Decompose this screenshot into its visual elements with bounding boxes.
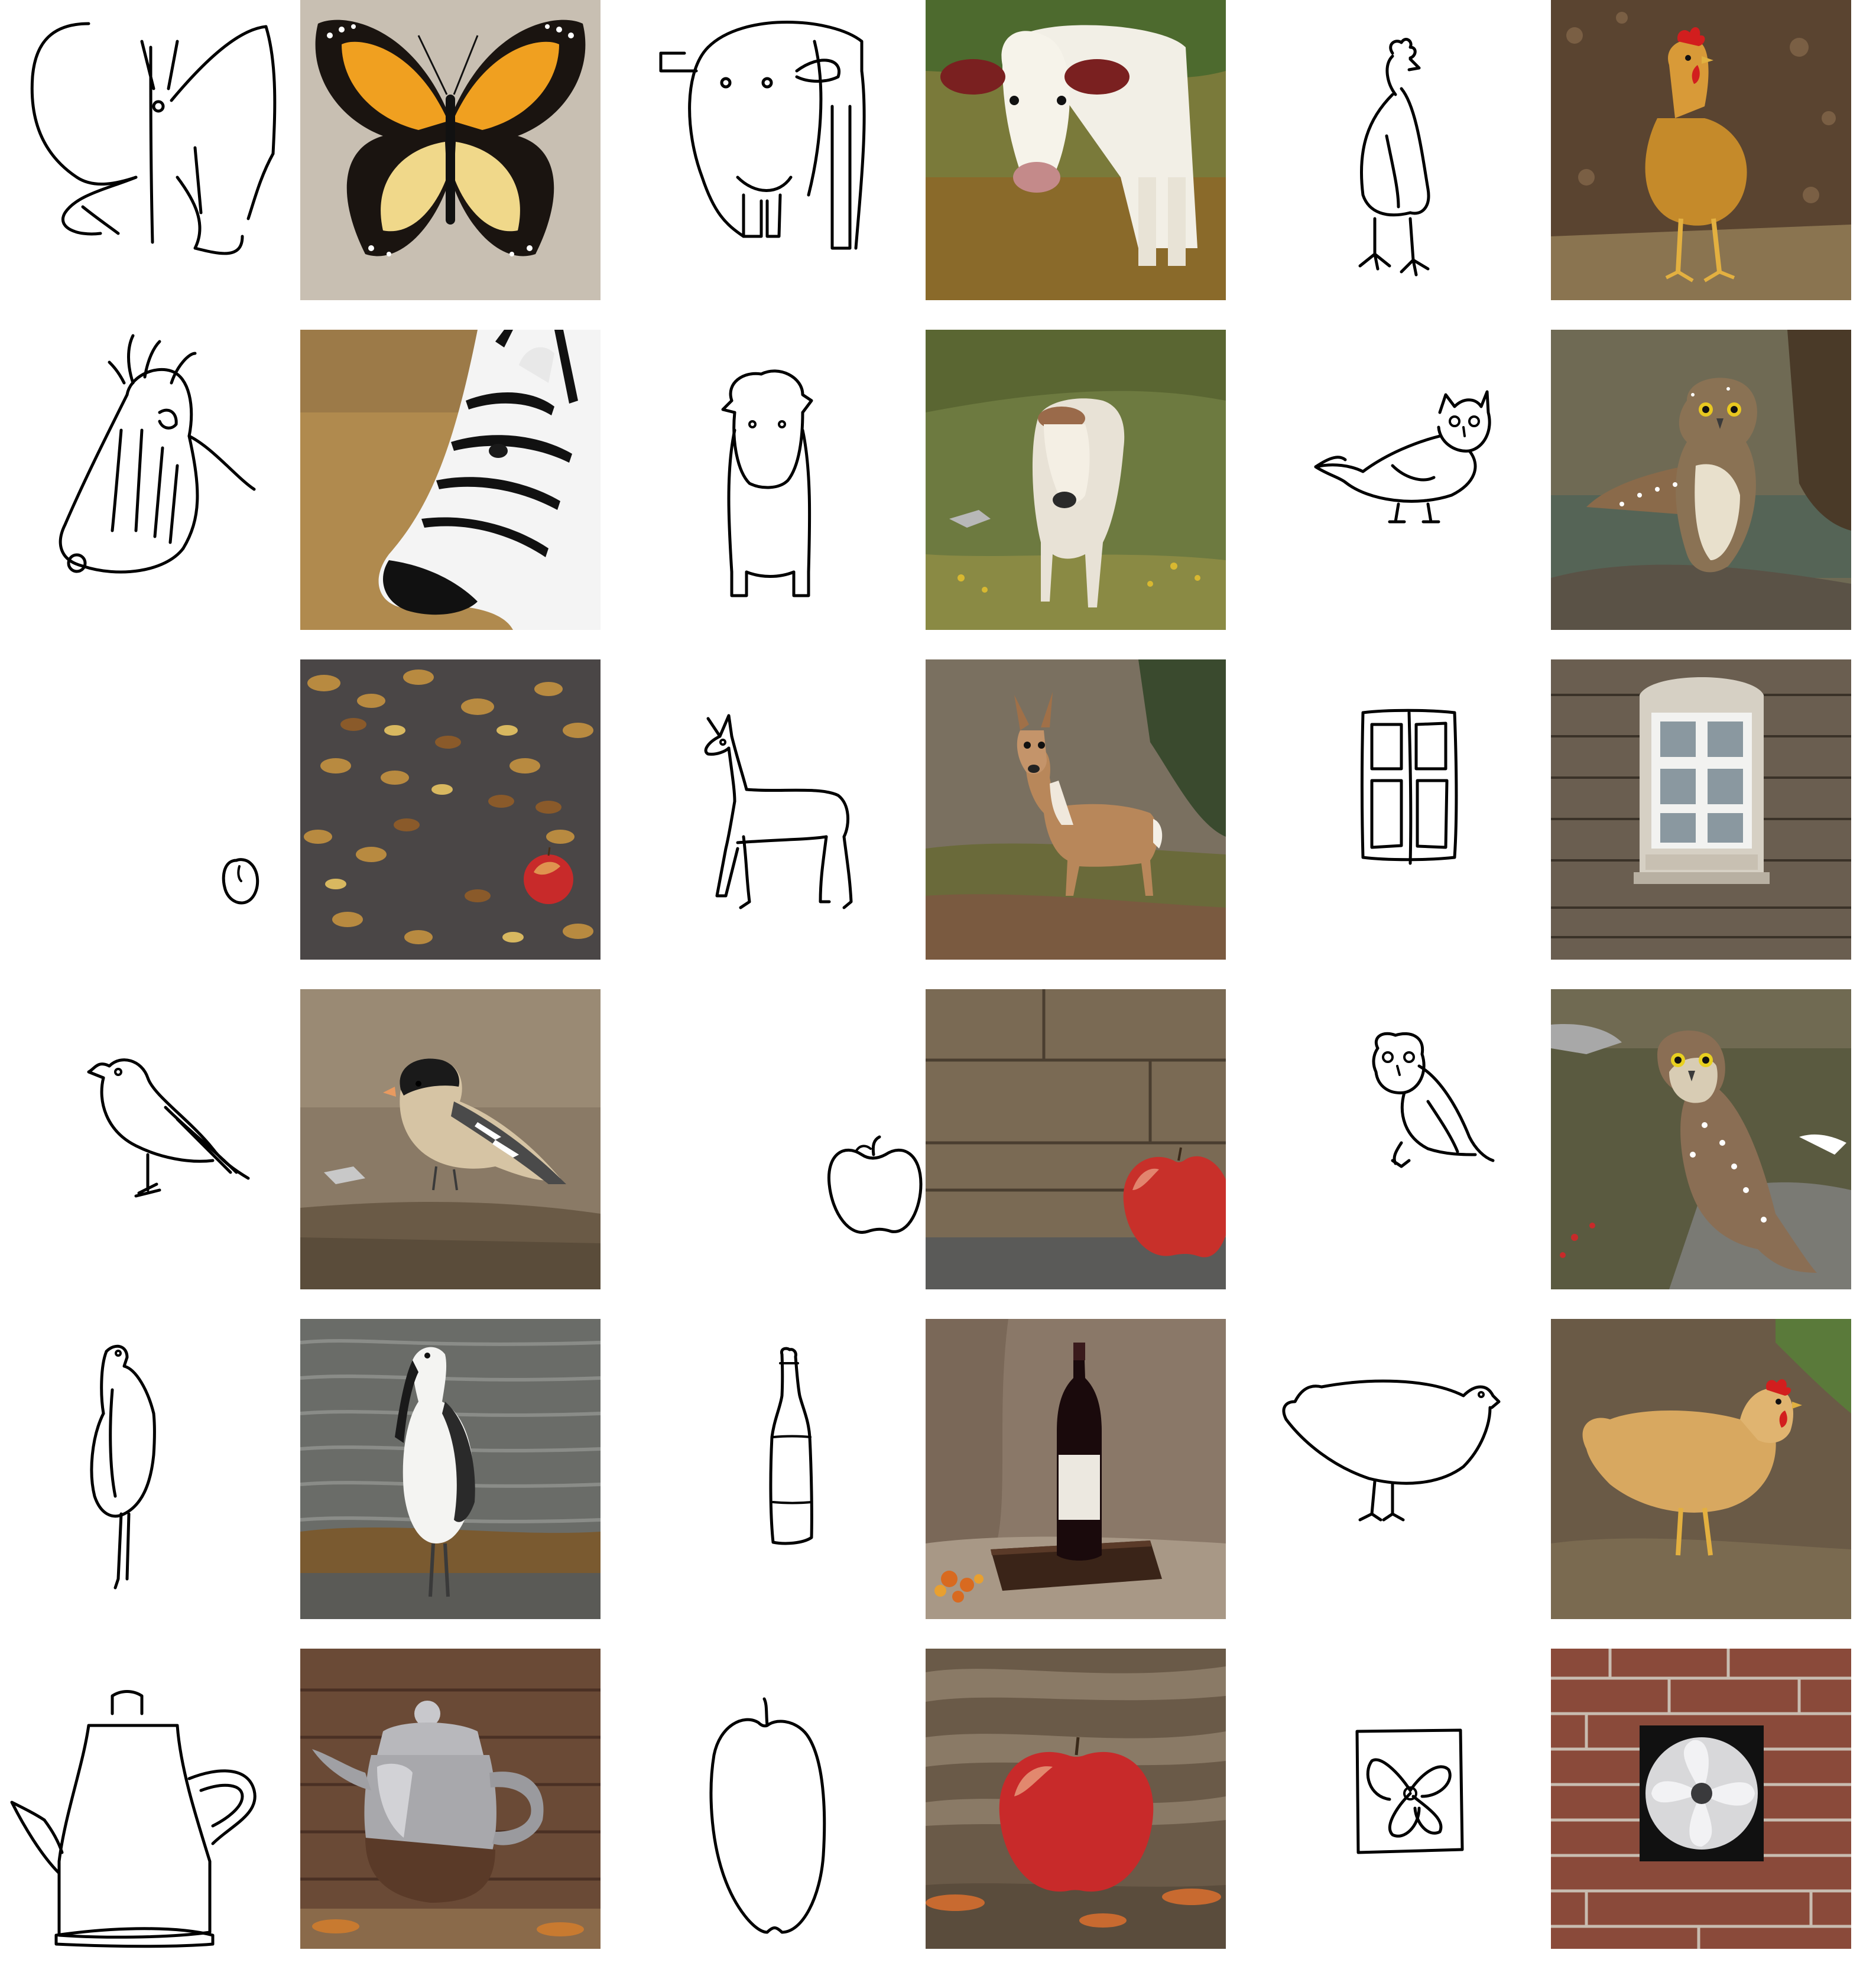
teapot-sketch	[0, 1649, 300, 1949]
butterfly-sketch	[0, 0, 300, 300]
fan-sketch	[1251, 1649, 1551, 1949]
bird-sketch	[0, 989, 300, 1289]
chicken-sketch	[1251, 1319, 1551, 1619]
owl-by-stream-photo	[1551, 989, 1851, 1289]
cow-photo	[926, 0, 1226, 300]
rooster-photo	[1551, 0, 1851, 300]
cow-on-hill-photo	[926, 330, 1226, 630]
cow-head-sketch	[625, 0, 926, 300]
zebra-head-sketch	[0, 330, 300, 630]
apple-sketch	[625, 989, 926, 1289]
hen-photo	[1551, 1319, 1851, 1619]
zebra-photo	[300, 330, 601, 630]
apple-on-leaves-photo	[926, 1649, 1226, 1949]
monarch-butterfly-photo	[300, 0, 601, 300]
stone-window-photo	[1551, 659, 1851, 960]
cow-front-sketch	[625, 330, 926, 630]
deer-photo	[926, 659, 1226, 960]
finch-photo	[300, 989, 601, 1289]
apple-by-wall-photo	[926, 989, 1226, 1289]
owl-sketch	[1251, 330, 1551, 630]
owl-perched-sketch	[1251, 989, 1551, 1289]
metal-teapot-photo	[300, 1649, 601, 1949]
wall-fan-photo	[1551, 1649, 1851, 1949]
deer-sketch	[625, 659, 926, 960]
heron-sketch	[0, 1319, 300, 1619]
rooster-sketch	[1251, 0, 1551, 300]
owl-on-rock-photo	[1551, 330, 1851, 630]
bottle-sketch	[625, 1319, 926, 1619]
waterbird-photo	[300, 1319, 601, 1619]
apple-large-sketch	[625, 1649, 926, 1949]
wine-bottle-photo	[926, 1319, 1226, 1619]
window-sketch	[1251, 659, 1551, 960]
small-apple-sketch	[0, 659, 300, 960]
apple-in-leaves-photo	[300, 659, 601, 960]
